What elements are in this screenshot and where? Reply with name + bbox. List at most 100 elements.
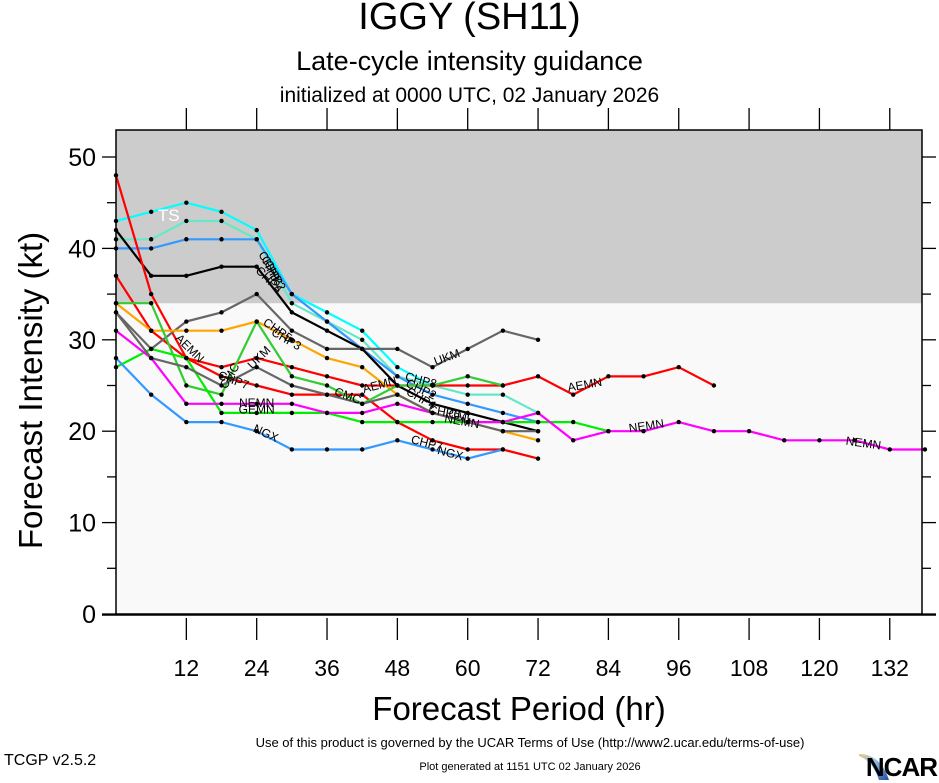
data-point bbox=[219, 365, 224, 370]
y-tick-label: 30 bbox=[68, 327, 96, 355]
chart-title: IGGY (SH11) bbox=[358, 0, 581, 38]
data-point bbox=[148, 301, 154, 306]
data-point bbox=[324, 447, 330, 452]
data-point bbox=[148, 273, 154, 279]
ncar-logo-text: NCAR bbox=[865, 752, 938, 782]
data-point bbox=[535, 374, 541, 379]
data-point bbox=[324, 383, 330, 388]
data-point bbox=[676, 419, 681, 425]
data-point bbox=[359, 337, 365, 342]
data-point bbox=[148, 291, 154, 297]
data-point bbox=[430, 392, 435, 397]
data-point bbox=[746, 429, 752, 434]
data-point bbox=[887, 447, 892, 452]
data-point bbox=[359, 410, 365, 416]
data-point bbox=[852, 438, 857, 443]
data-point bbox=[184, 319, 189, 324]
x-tick-label: 96 bbox=[666, 655, 692, 681]
x-axis-label: Forecast Period (hr) bbox=[372, 690, 665, 727]
series-line-ngx bbox=[115, 357, 504, 460]
data-point bbox=[359, 383, 365, 388]
data-point bbox=[289, 392, 295, 397]
data-point bbox=[289, 410, 295, 416]
data-point bbox=[289, 447, 295, 452]
data-point bbox=[254, 355, 259, 361]
data-point bbox=[465, 383, 470, 388]
data-point bbox=[465, 456, 470, 461]
y-axis-label: Forecast Intensity (kt) bbox=[12, 232, 49, 549]
x-tick-label: 132 bbox=[871, 655, 909, 681]
data-point bbox=[922, 447, 928, 452]
data-point bbox=[395, 365, 400, 370]
data-point bbox=[148, 209, 154, 215]
data-point bbox=[324, 410, 330, 416]
data-point bbox=[148, 392, 154, 397]
data-point bbox=[254, 365, 259, 370]
data-point bbox=[254, 319, 259, 324]
data-point bbox=[500, 383, 506, 388]
data-point bbox=[254, 227, 259, 233]
data-point bbox=[184, 328, 189, 333]
x-tick-label: 12 bbox=[174, 655, 200, 681]
data-point bbox=[395, 383, 400, 388]
y-tick-label: 40 bbox=[68, 235, 96, 263]
data-point bbox=[219, 310, 224, 315]
data-point bbox=[465, 410, 470, 416]
series-label: NEMN bbox=[628, 416, 665, 435]
data-point bbox=[430, 383, 435, 388]
data-point bbox=[148, 355, 154, 361]
data-point bbox=[395, 438, 400, 443]
y-tick-label: 10 bbox=[68, 510, 96, 538]
data-point bbox=[254, 291, 259, 297]
data-point bbox=[500, 410, 506, 416]
data-point bbox=[289, 328, 295, 333]
series-label: AEMN bbox=[567, 375, 604, 395]
data-point bbox=[571, 392, 576, 397]
data-point bbox=[148, 237, 154, 242]
ts-band-label: TS bbox=[158, 206, 180, 225]
data-point bbox=[184, 355, 189, 361]
data-point bbox=[430, 438, 435, 443]
data-point bbox=[465, 447, 470, 452]
data-point bbox=[535, 419, 541, 425]
data-point bbox=[359, 401, 365, 406]
data-point bbox=[254, 264, 259, 269]
data-point bbox=[359, 328, 365, 333]
data-point bbox=[184, 419, 189, 425]
data-point bbox=[219, 392, 224, 397]
data-point bbox=[324, 310, 330, 315]
y-tick-label: 0 bbox=[82, 601, 96, 629]
data-point bbox=[430, 447, 435, 452]
data-point bbox=[219, 328, 224, 333]
data-point bbox=[571, 438, 576, 443]
chart-subtitle: Late-cycle intensity guidance bbox=[296, 46, 643, 76]
data-point bbox=[254, 429, 259, 434]
data-point bbox=[289, 401, 295, 406]
data-point bbox=[395, 374, 400, 379]
data-point bbox=[148, 328, 154, 333]
data-point bbox=[289, 310, 295, 315]
series-line-nemn bbox=[115, 329, 925, 451]
y-tick-label: 50 bbox=[68, 144, 96, 172]
data-point bbox=[324, 374, 330, 379]
data-point bbox=[289, 365, 295, 370]
data-point bbox=[641, 374, 646, 379]
x-tick-label: 36 bbox=[314, 655, 340, 681]
init-time-line: initialized at 0000 UTC, 02 January 2026 bbox=[279, 84, 660, 107]
x-tick-label: 72 bbox=[525, 655, 551, 681]
data-point bbox=[430, 410, 435, 416]
data-point bbox=[289, 337, 295, 342]
data-point bbox=[324, 328, 330, 333]
data-point bbox=[500, 419, 506, 425]
data-point bbox=[324, 346, 330, 352]
x-tick-label: 120 bbox=[800, 655, 838, 681]
data-point bbox=[219, 237, 224, 242]
data-point bbox=[219, 383, 224, 388]
series-line-chp5 bbox=[116, 302, 504, 405]
data-point bbox=[535, 337, 541, 342]
terms-notice: Use of this product is governed by the U… bbox=[255, 735, 805, 750]
data-point bbox=[535, 429, 541, 434]
data-point bbox=[465, 392, 470, 397]
data-point bbox=[500, 392, 506, 397]
